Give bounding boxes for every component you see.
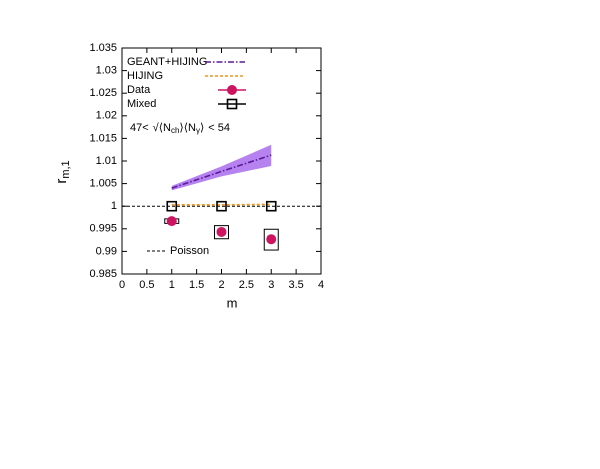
- x-tick-label: 4: [318, 279, 324, 291]
- legend-marker: [227, 85, 237, 95]
- y-tick-label: 1.035: [89, 42, 117, 54]
- x-tick-label: 0.5: [139, 279, 154, 291]
- y-tick-label: 0.995: [89, 223, 117, 235]
- ann-n1: ⟨N: [159, 122, 171, 134]
- legend-label: Data: [127, 84, 151, 96]
- x-tick-label: 3: [268, 279, 274, 291]
- y-tick-label: 1.015: [89, 132, 117, 144]
- y-tick-label: 1.03: [96, 65, 117, 77]
- y-label-sub: m,1: [60, 160, 72, 178]
- y-axis-label: rm,1: [53, 160, 72, 183]
- ann-s1: ch: [171, 126, 179, 135]
- data-point: [167, 216, 177, 226]
- ann-n2: ⟨N: [184, 122, 196, 134]
- legend-label: Mixed: [127, 98, 156, 110]
- x-axis-label: m: [227, 295, 238, 310]
- y-tick-label: 1: [111, 200, 117, 212]
- x-tick-label: 1: [169, 279, 175, 291]
- y-tick-label: 1.005: [89, 178, 117, 190]
- x-tick-label: 3.5: [288, 279, 303, 291]
- data-point: [266, 234, 276, 244]
- x-tick-label: 1.5: [189, 279, 204, 291]
- y-tick-label: 1.02: [96, 110, 117, 122]
- y-tick-label: 1.01: [96, 155, 117, 167]
- ann-prefix: 47<: [130, 122, 149, 134]
- legend-label: GEANT+HIJING: [127, 56, 207, 68]
- y-tick-label: 0.99: [96, 245, 117, 257]
- annotation: 47<√⟨Nch⟩⟨Nγ⟩< 54: [130, 122, 230, 135]
- y-tick-label: 0.985: [89, 268, 117, 280]
- ann-c2: ⟩: [200, 122, 204, 134]
- reference-legend-label: Poisson: [170, 245, 209, 257]
- y-tick-label: 1.025: [89, 87, 117, 99]
- x-tick-label: 0: [119, 279, 125, 291]
- data-point: [217, 227, 227, 237]
- ann-suffix: < 54: [208, 122, 230, 134]
- x-tick-label: 2: [218, 279, 224, 291]
- x-tick-label: 2.5: [239, 279, 254, 291]
- legend-label: HIJING: [127, 70, 163, 82]
